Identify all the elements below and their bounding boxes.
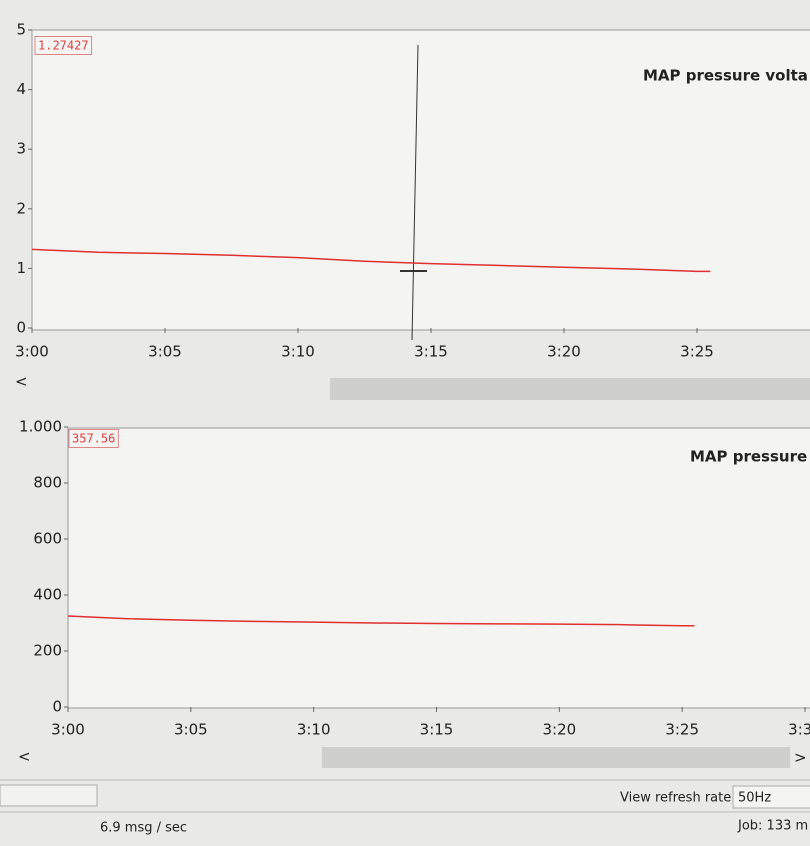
y-tick-label: 3 <box>16 140 26 158</box>
y-tick-label: 0 <box>52 698 62 716</box>
cursor-readout: 357.56 <box>72 432 115 446</box>
x-tick-label: 3:15 <box>414 343 448 361</box>
y-tick-label: 400 <box>33 586 62 604</box>
legend-label: MAP pressure <box>690 448 807 466</box>
y-tick-label: 2 <box>16 199 26 217</box>
data-line <box>31 248 711 273</box>
scrollbar[interactable] <box>322 747 790 768</box>
x-tick-label: 3:25 <box>680 343 714 361</box>
x-tick-label: 3:00 <box>15 343 49 361</box>
job-time: Job: 133 m <box>737 819 808 834</box>
y-tick-label: 0 <box>16 319 26 337</box>
x-tick-label: 3:20 <box>547 343 581 361</box>
scroll-right[interactable]: > <box>794 749 807 767</box>
y-tick-label: 4 <box>16 80 26 98</box>
scroll-left[interactable]: < <box>18 748 31 766</box>
y-tick-label: 5 <box>16 21 26 39</box>
x-tick-label: 3:00 <box>51 721 85 739</box>
x-tick-label: 3:30 <box>788 721 810 739</box>
cursor-line <box>411 44 419 341</box>
refresh-select[interactable] <box>732 785 810 809</box>
readout-box <box>34 36 93 55</box>
plot-area <box>67 427 810 709</box>
y-tick-label: 800 <box>33 474 62 492</box>
message-rate: 6.9 msg / sec <box>100 821 187 836</box>
y-tick-label: 600 <box>33 530 62 548</box>
scroll-left[interactable]: < <box>15 373 28 391</box>
scrollbar[interactable] <box>330 378 810 400</box>
cursor-readout: 1.27427 <box>38 39 89 53</box>
plot-area <box>31 29 810 331</box>
y-tick-label: 1.000 <box>19 418 62 436</box>
y-tick-label: 1 <box>16 259 26 277</box>
y-tick-label: 200 <box>33 642 62 660</box>
x-tick-label: 3:10 <box>297 721 331 739</box>
x-tick-label: 3:10 <box>281 343 315 361</box>
refresh-label: View refresh rate: <box>620 791 736 806</box>
legend-label: MAP pressure volta <box>643 67 808 85</box>
x-tick-label: 3:15 <box>420 721 454 739</box>
x-tick-label: 3:25 <box>665 721 699 739</box>
refresh-value[interactable]: 50Hz <box>738 791 771 806</box>
x-tick-label: 3:05 <box>174 721 208 739</box>
input-box[interactable] <box>0 784 98 807</box>
data-line <box>67 615 695 627</box>
x-tick-label: 3:05 <box>148 343 182 361</box>
x-tick-label: 3:20 <box>542 721 576 739</box>
readout-box <box>68 429 119 448</box>
